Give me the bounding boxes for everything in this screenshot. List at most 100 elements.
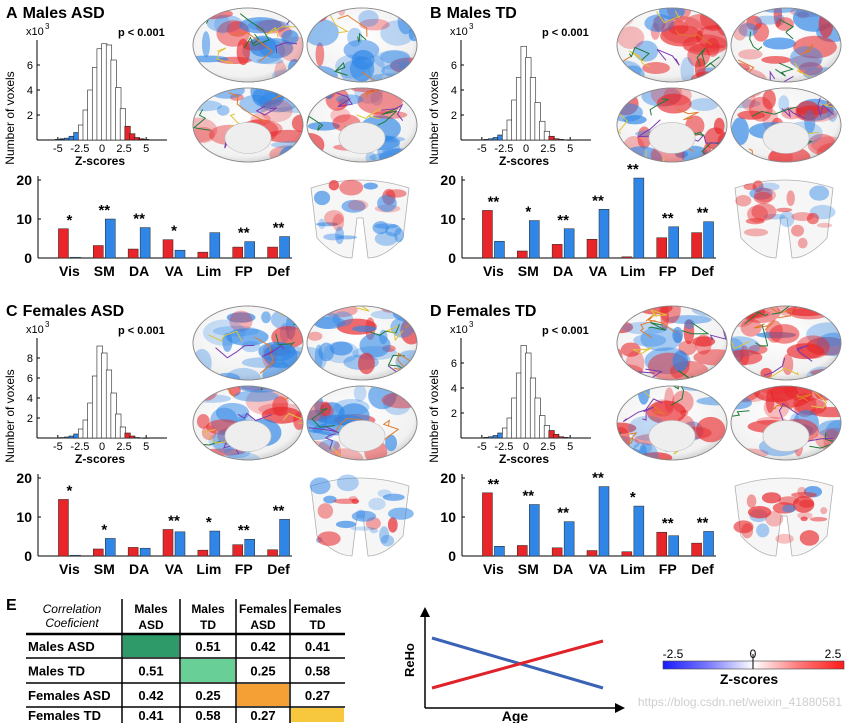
bar-red <box>268 247 278 258</box>
bar-red <box>93 549 103 556</box>
cerebellum <box>733 478 833 556</box>
activation-patch <box>352 326 377 332</box>
p-value-label: p < 0.001 <box>542 325 589 337</box>
activation-patch <box>390 317 414 338</box>
activation-patch <box>726 144 741 169</box>
activation-patch <box>399 61 414 83</box>
bar-y-tick-label: 20 <box>440 470 456 486</box>
cerebellum-patch <box>374 223 397 228</box>
bar-y-tick-label: 10 <box>440 211 456 227</box>
cerebellum-patch <box>348 200 368 211</box>
activation-patch <box>379 149 415 167</box>
activation-patch <box>272 69 309 81</box>
activation-patch <box>304 91 316 98</box>
medial-wall <box>649 122 695 153</box>
table-row-label: Males ASD <box>28 639 95 654</box>
schematic-xlabel: Age <box>502 708 529 723</box>
bar-category-label: Def <box>267 561 290 577</box>
bar-y-tick-label: 10 <box>16 211 32 227</box>
activation-patch <box>638 377 650 405</box>
brain-medial-left <box>610 80 735 172</box>
cerebellum-patch <box>314 191 330 205</box>
hist-x-tick-label: 5 <box>567 441 573 453</box>
hist-x-tick-label: 5 <box>143 441 149 453</box>
bar-category-label: FP <box>659 263 677 279</box>
network-boundary <box>304 5 325 19</box>
cerebellum-patch <box>335 227 344 245</box>
hist-ylabel: Number of voxels <box>3 369 17 462</box>
activation-patch <box>186 55 228 62</box>
activation-patch <box>604 8 633 27</box>
activation-patch <box>382 392 423 409</box>
cerebellum-patch <box>388 517 398 532</box>
schematic-y-arrow <box>420 607 430 617</box>
bar-category-label: FP <box>235 561 253 577</box>
bar-category-label: Vis <box>483 561 504 577</box>
hist-y-tick-label: 8 <box>27 353 33 365</box>
bar-blue <box>105 219 115 258</box>
activation-patch <box>795 107 837 122</box>
cerebellum-patch <box>800 517 807 522</box>
activation-patch <box>726 305 755 328</box>
bar-category-label: DA <box>553 263 573 279</box>
bar-red <box>657 238 667 258</box>
significance-stars: ** <box>557 212 569 229</box>
table-cell-value: 0.42 <box>138 688 163 703</box>
cerebellum-patch <box>388 508 414 520</box>
hist-x-tick-label: -5 <box>53 441 63 453</box>
bar-blue <box>70 555 80 556</box>
bar-blue <box>599 487 609 556</box>
hist-y-tick-label: 2 <box>27 110 33 122</box>
cerebellum-patch <box>368 498 385 510</box>
bar-category-label: FP <box>659 561 677 577</box>
bar-category-label: FP <box>235 263 253 279</box>
table-diagonal-cell <box>181 659 235 682</box>
activation-patch <box>262 362 294 389</box>
p-value-label: p < 0.001 <box>118 27 165 39</box>
bar-y-tick-label: 20 <box>16 470 32 486</box>
bar-blue <box>210 531 220 556</box>
activation-patch <box>741 88 756 110</box>
table-col-header-line2: TD <box>310 618 326 632</box>
colorbar-mid-label: 0 <box>750 647 757 661</box>
bar-category-label: VA <box>165 561 183 577</box>
cerebellum-patch <box>793 496 815 513</box>
bar-red <box>622 257 632 258</box>
activation-patch <box>283 71 320 86</box>
activation-patch <box>623 115 647 124</box>
activation-patch <box>179 118 217 143</box>
hist-exponent-power: 3 <box>45 22 50 31</box>
bar-red <box>587 239 597 258</box>
cerebellum-patch <box>324 210 344 226</box>
panel-letter: D <box>430 303 442 320</box>
bar-category-label: Vis <box>483 263 504 279</box>
activation-patch <box>700 6 727 31</box>
bar-blue <box>280 237 290 258</box>
activation-patch <box>313 317 345 329</box>
table-cell-value: 0.27 <box>305 688 330 703</box>
activation-patch <box>195 376 218 401</box>
medial-wall <box>339 122 385 153</box>
significance-stars: * <box>67 482 73 499</box>
activation-patch <box>715 62 750 73</box>
table-cell-value: 0.58 <box>195 708 220 723</box>
bar-blue <box>564 229 574 258</box>
significance-stars: ** <box>273 220 285 237</box>
significance-stars: ** <box>238 522 250 539</box>
activation-patch <box>324 78 334 99</box>
activation-patch <box>406 75 416 83</box>
table-col-header-line1: Males <box>134 602 168 616</box>
bar-red <box>482 493 492 556</box>
activation-patch <box>258 342 295 362</box>
activation-patch <box>696 417 725 442</box>
cerebellum-patch <box>318 219 325 229</box>
significance-stars: ** <box>662 210 674 227</box>
activation-patch <box>294 442 322 467</box>
significance-stars: ** <box>98 202 110 219</box>
cerebellum-patch <box>317 531 341 546</box>
activation-patch <box>225 452 260 466</box>
cerebellum-patch <box>798 238 808 249</box>
significance-stars: ** <box>238 225 250 242</box>
